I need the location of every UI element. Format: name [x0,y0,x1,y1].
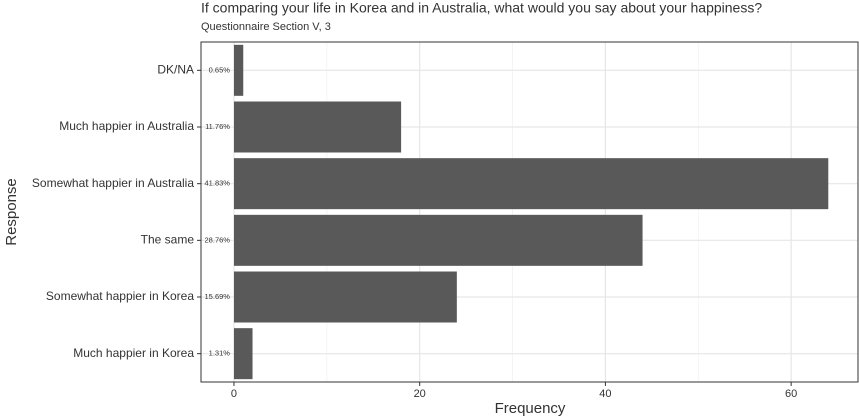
y-tick-label: Much happier in Korea [73,346,194,360]
y-tick-label: DK/NA [157,63,194,77]
y-tick-label: Somewhat happier in Australia [32,176,194,190]
x-tick-label: 0 [231,388,237,400]
y-tick-label: The same [141,233,195,247]
bar [233,44,244,96]
x-tick-label: 20 [414,388,426,400]
percent-label: 1.31% [209,349,231,358]
plot-background [201,42,858,382]
chart-subtitle: Questionnaire Section V, 3 [201,21,331,33]
y-tick-label: Much happier in Australia [59,119,194,133]
y-axis-label: Response [3,178,20,246]
bar [233,214,643,266]
percent-label: 11.76% [205,122,230,131]
percent-label: 28.76% [205,235,231,244]
bar [233,158,829,210]
plot-border [200,41,859,383]
percent-label: 0.65% [209,65,231,74]
x-tick-label: 60 [785,388,797,400]
y-tick-label: Somewhat happier in Korea [46,289,194,303]
percent-label: 15.69% [205,292,231,301]
percent-label: 41.83% [205,179,231,188]
bar [233,271,457,323]
x-tick-label: 40 [599,388,611,400]
bar [233,101,402,153]
x-axis-label: Frequency [495,400,566,417]
chart-title: If comparing your life in Korea and in A… [201,0,762,16]
bar [233,328,253,380]
